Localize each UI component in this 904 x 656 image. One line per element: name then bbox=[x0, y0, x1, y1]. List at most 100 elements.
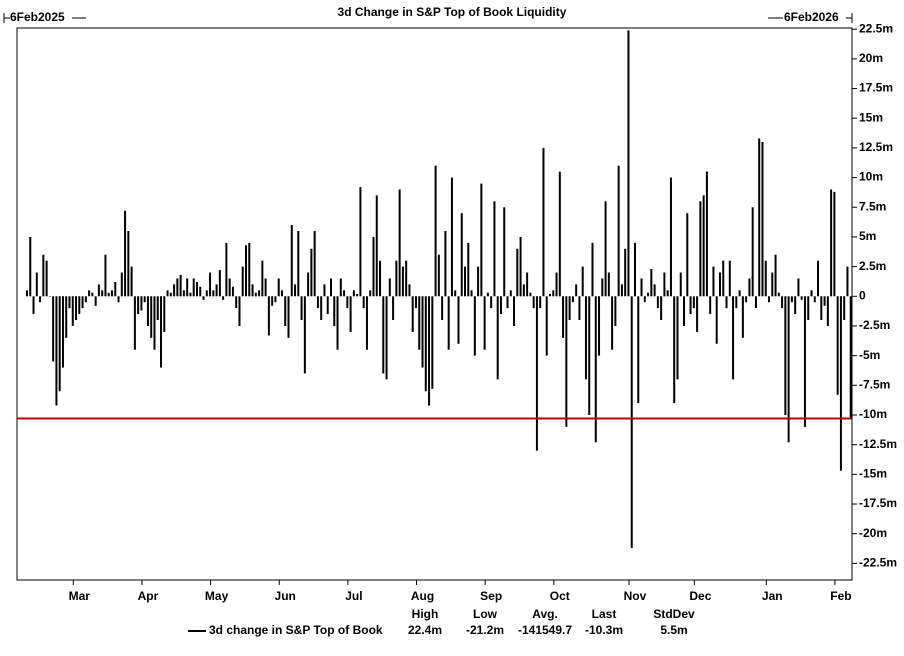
bar bbox=[418, 296, 421, 350]
bar bbox=[431, 296, 434, 389]
bar bbox=[673, 296, 676, 404]
y-tick-label: 0 bbox=[859, 288, 866, 302]
bar bbox=[571, 296, 574, 303]
bar bbox=[813, 296, 816, 303]
bar bbox=[650, 268, 653, 297]
bar bbox=[588, 296, 591, 415]
bar bbox=[562, 296, 565, 338]
bar bbox=[509, 290, 512, 297]
bar bbox=[437, 254, 440, 297]
bar bbox=[519, 236, 522, 297]
bar bbox=[768, 296, 771, 303]
bar bbox=[568, 296, 571, 321]
bar bbox=[656, 296, 659, 309]
bar bbox=[633, 242, 636, 297]
bar bbox=[192, 278, 195, 297]
x-tick-label: May bbox=[205, 589, 229, 603]
bar bbox=[248, 242, 251, 297]
bar bbox=[323, 284, 326, 297]
bar bbox=[503, 207, 506, 297]
bar bbox=[97, 284, 100, 297]
y-tick-label: 17.5m bbox=[859, 81, 893, 95]
bar bbox=[189, 292, 192, 297]
bar bbox=[467, 242, 470, 297]
bar bbox=[365, 296, 368, 350]
bar bbox=[718, 272, 721, 297]
bar bbox=[297, 230, 300, 297]
x-tick-label: Aug bbox=[411, 589, 434, 603]
bar bbox=[552, 290, 555, 297]
bar bbox=[336, 296, 339, 350]
bar bbox=[411, 296, 414, 332]
bar bbox=[382, 296, 385, 374]
bar bbox=[277, 278, 280, 297]
bar bbox=[696, 296, 699, 332]
bar bbox=[251, 284, 254, 297]
bar bbox=[352, 290, 355, 297]
bar bbox=[71, 296, 74, 326]
bar bbox=[666, 290, 669, 297]
bar bbox=[52, 296, 55, 362]
bar bbox=[107, 292, 110, 297]
bar bbox=[686, 213, 689, 297]
bar bbox=[676, 296, 679, 380]
bar bbox=[679, 272, 682, 297]
bar bbox=[280, 290, 283, 297]
bar bbox=[101, 290, 104, 297]
bar bbox=[42, 254, 45, 297]
bar bbox=[81, 296, 84, 309]
bar bbox=[601, 278, 604, 297]
bar bbox=[385, 296, 388, 380]
bar bbox=[565, 296, 568, 427]
bar bbox=[274, 296, 277, 303]
bar bbox=[61, 296, 64, 368]
bar bbox=[408, 284, 411, 297]
bar bbox=[117, 296, 120, 303]
bar bbox=[35, 272, 38, 297]
bar bbox=[496, 296, 499, 380]
bar bbox=[199, 286, 202, 297]
bar bbox=[699, 201, 702, 297]
bar bbox=[153, 296, 156, 350]
bar bbox=[313, 230, 316, 297]
stat-header: Last bbox=[592, 607, 617, 621]
bar bbox=[202, 296, 205, 300]
bar bbox=[39, 296, 42, 303]
stat-header: StdDev bbox=[653, 607, 695, 621]
bar bbox=[653, 284, 656, 297]
bar bbox=[120, 272, 123, 297]
bar bbox=[428, 296, 431, 406]
bar bbox=[826, 296, 829, 326]
bar bbox=[669, 177, 672, 297]
stat-value: 22.4m bbox=[408, 623, 442, 637]
y-tick-label: 10m bbox=[859, 170, 883, 184]
bar bbox=[320, 296, 323, 321]
y-tick-label: 5m bbox=[859, 229, 876, 243]
bar bbox=[359, 187, 362, 297]
plot-frame bbox=[16, 27, 853, 581]
bar bbox=[434, 165, 437, 297]
x-tick-label: Jul bbox=[345, 589, 362, 603]
bar bbox=[225, 242, 228, 297]
bar bbox=[205, 290, 208, 297]
bar bbox=[231, 286, 234, 297]
bar bbox=[346, 296, 349, 309]
x-tick-label: Jan bbox=[762, 589, 783, 603]
bar bbox=[421, 296, 424, 368]
bar bbox=[160, 296, 163, 368]
bar bbox=[241, 266, 244, 297]
bar bbox=[209, 272, 212, 297]
bar bbox=[303, 296, 306, 374]
bar bbox=[722, 260, 725, 297]
bar bbox=[578, 296, 581, 321]
bar bbox=[797, 278, 800, 297]
bar bbox=[555, 272, 558, 297]
bar bbox=[516, 248, 519, 297]
bar bbox=[794, 296, 797, 315]
bar bbox=[490, 296, 493, 309]
bar bbox=[712, 266, 715, 297]
bar bbox=[581, 266, 584, 297]
bar bbox=[604, 201, 607, 297]
y-tick-label: 15m bbox=[859, 110, 883, 124]
x-tick-label: Dec bbox=[689, 589, 711, 603]
